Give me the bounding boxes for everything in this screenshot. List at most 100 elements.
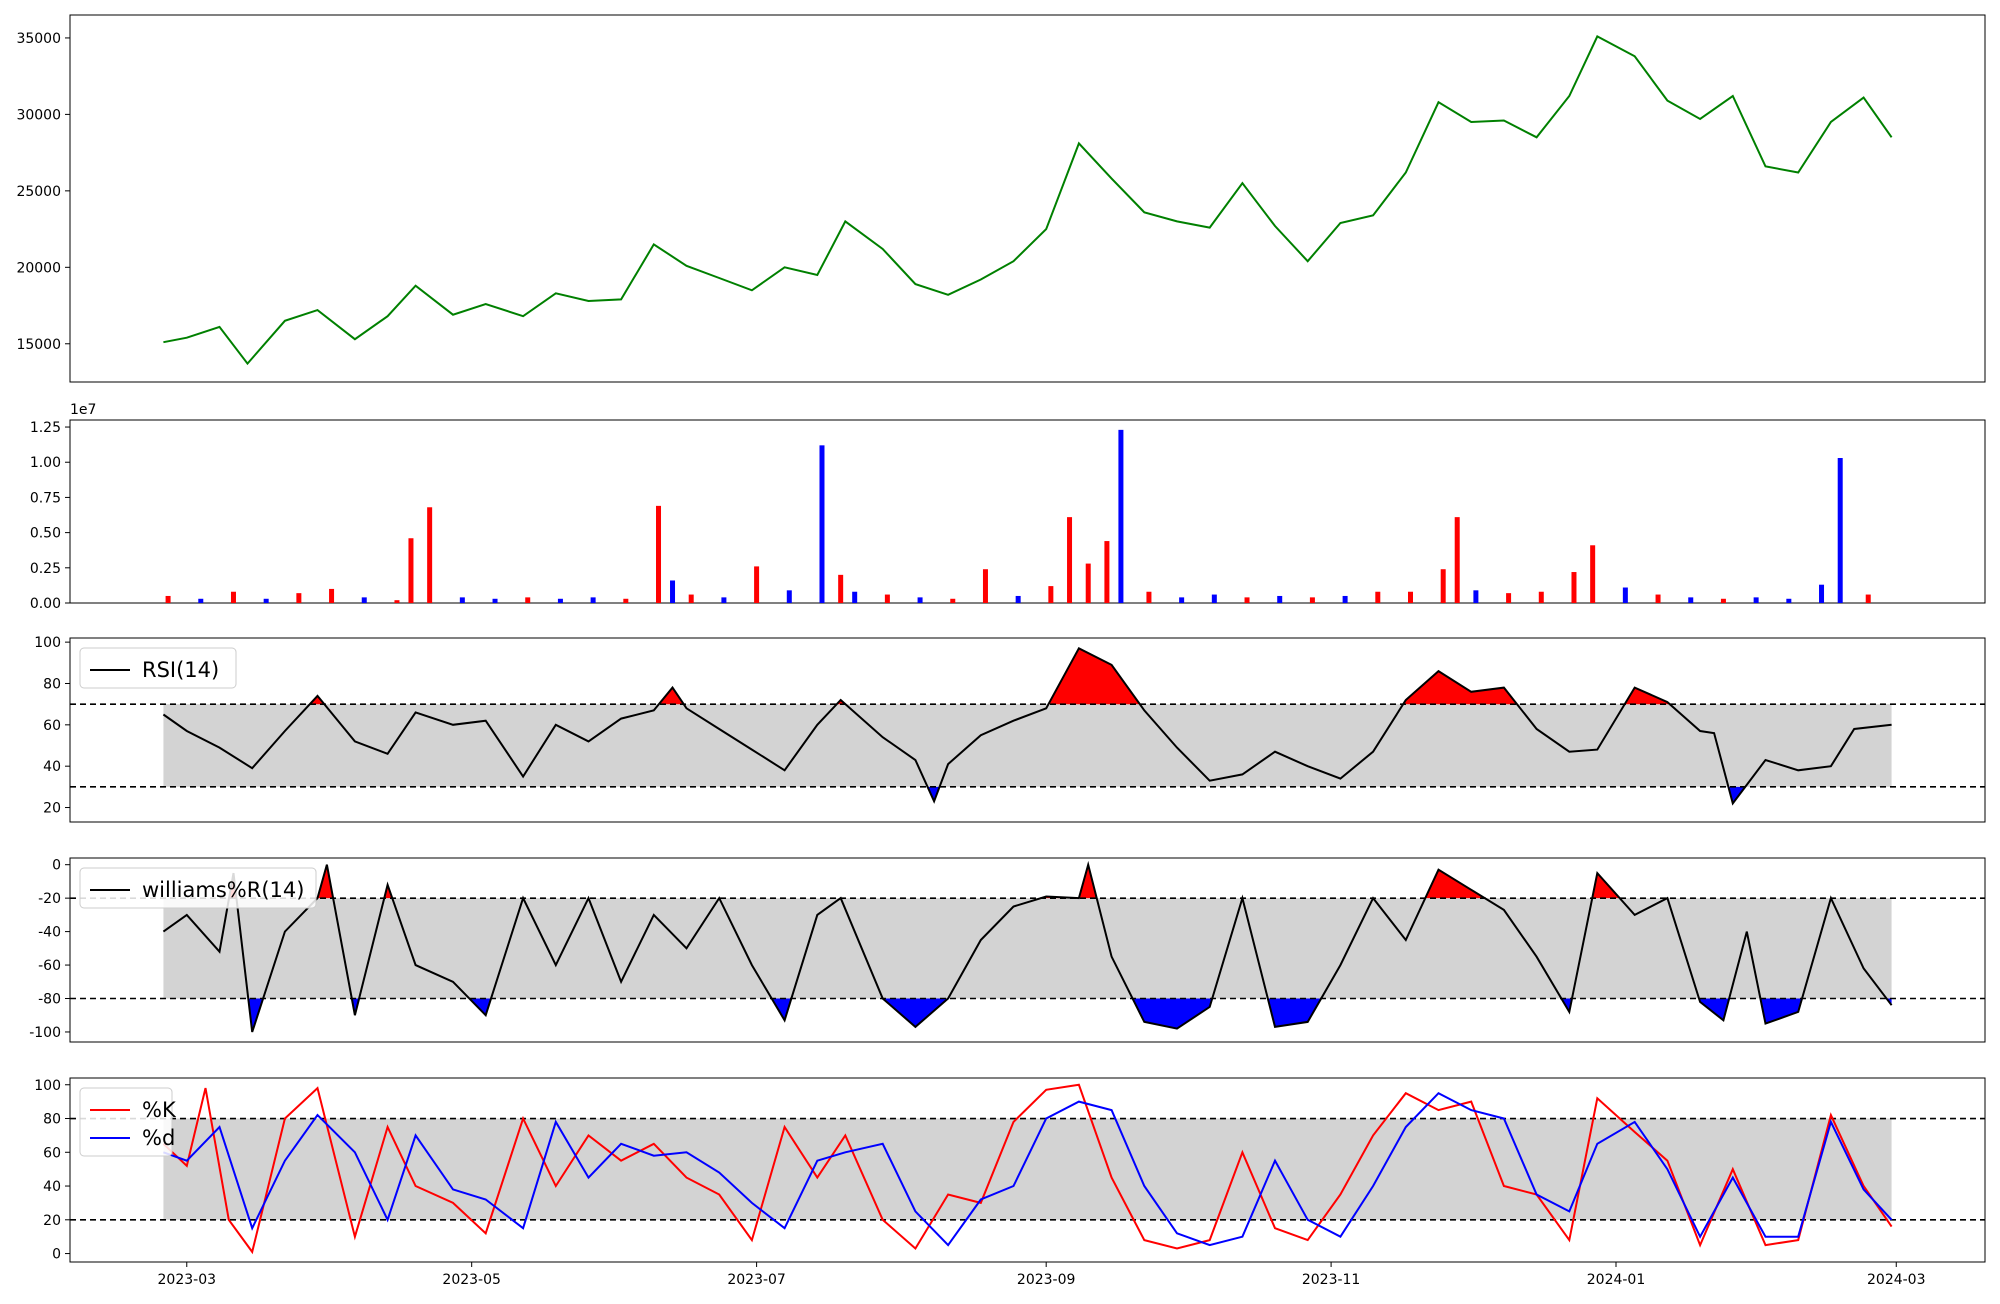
y-tick-label: 40	[43, 759, 61, 775]
y-tick-label: 15000	[16, 337, 61, 353]
y-tick-label: 1.25	[30, 420, 61, 436]
volume-bar	[557, 598, 563, 603]
volume-bar	[525, 597, 531, 603]
volume-bar	[296, 593, 302, 603]
volume-bar	[198, 598, 204, 603]
percent-k-line	[162, 1083, 1893, 1255]
volume-bar	[754, 566, 760, 603]
overbought-fill	[658, 687, 684, 705]
volume-bar	[459, 597, 465, 603]
volume-bar	[492, 598, 498, 603]
volume-bar	[884, 594, 890, 603]
volume-bar	[721, 597, 727, 603]
volume-bar	[1211, 594, 1217, 603]
volume-bar	[1067, 517, 1073, 603]
rsi-line	[162, 646, 1892, 806]
legend-label: %d	[142, 1126, 175, 1150]
volume-scale-label: 1e7	[70, 402, 96, 418]
y-tick-label: 60	[43, 718, 61, 734]
oversold-fill	[1699, 998, 1730, 1021]
volume-bar	[838, 574, 844, 603]
y-tick-label: 0.50	[30, 526, 61, 542]
oversold-fill	[927, 786, 940, 802]
y-tick-label: 60	[43, 1145, 61, 1161]
oscillator-panel-frame	[69, 857, 1986, 1043]
oversold-fill	[771, 998, 792, 1021]
oscillator-panel-frame	[69, 1077, 1986, 1263]
legend-box	[79, 867, 317, 909]
volume-bar	[670, 580, 676, 603]
y-tick-label: 35000	[16, 31, 61, 47]
volume-bar	[1440, 569, 1446, 603]
volume-bar	[1048, 586, 1054, 603]
overbought-fill	[1048, 648, 1140, 705]
y-tick-label: -80	[38, 992, 61, 1008]
y-tick-label: -40	[38, 925, 61, 941]
overbought-fill	[1403, 671, 1517, 705]
oversold-fill	[1760, 998, 1802, 1024]
volume-bar	[1244, 597, 1250, 603]
x-tick-label: 2023-03	[158, 1272, 217, 1288]
volume-bar	[408, 538, 414, 603]
volume-bar	[361, 597, 367, 603]
y-tick-label: 0.00	[30, 596, 61, 612]
volume-bar	[1375, 591, 1381, 603]
volume-bar	[165, 595, 171, 603]
y-tick-label: 80	[43, 1112, 61, 1128]
volume-bar	[1538, 591, 1544, 603]
volume-bar	[1786, 598, 1792, 603]
volume-bar	[1655, 594, 1661, 603]
volume-bar	[786, 590, 792, 603]
y-tick-label: 40	[43, 1179, 61, 1195]
volume-bar	[917, 597, 923, 603]
volume-bar	[230, 591, 236, 603]
volume-bar	[819, 445, 825, 603]
volume-bar	[1408, 591, 1413, 603]
legend-box	[79, 647, 237, 689]
volume-bar	[1571, 572, 1577, 603]
volume-bar	[1753, 597, 1759, 603]
volume-bar	[1118, 429, 1124, 603]
y-tick-label: -100	[29, 1025, 61, 1041]
legend-label: RSI(14)	[142, 658, 219, 682]
y-tick-label: 100	[34, 635, 61, 651]
neutral-band	[163, 1118, 1892, 1220]
legend-label: %K	[142, 1098, 177, 1122]
overbought-fill	[1624, 687, 1670, 705]
volume-bar	[1473, 590, 1479, 603]
legend-label: williams%R(14)	[142, 878, 304, 902]
oscillator-panel-frame	[69, 637, 1986, 823]
y-tick-label: 0.25	[30, 561, 61, 577]
volume-bar	[1309, 597, 1315, 603]
y-tick-label: 100	[34, 1078, 61, 1094]
volume-panel-frame	[69, 419, 1986, 604]
volume-bar	[688, 594, 694, 603]
volume-bar	[623, 598, 629, 603]
y-tick-label: 20	[43, 1213, 61, 1229]
overbought-fill	[1078, 864, 1097, 899]
volume-bar	[1085, 563, 1091, 603]
volume-bar	[1688, 597, 1694, 603]
percent-d-line	[163, 1091, 1893, 1247]
volume-bar	[1622, 587, 1628, 603]
volume-bar	[329, 588, 335, 603]
overbought-fill	[317, 864, 334, 899]
x-tick-label: 2023-11	[1302, 1272, 1361, 1288]
volume-bar	[1342, 595, 1348, 603]
y-tick-label: 30000	[16, 107, 61, 123]
oversold-fill	[1132, 998, 1213, 1029]
volume-bar	[590, 597, 596, 603]
y-tick-label: 0.75	[30, 490, 61, 506]
y-tick-label: 20000	[16, 260, 61, 276]
volume-bar	[1277, 595, 1283, 603]
y-tick-label: -60	[38, 958, 61, 974]
volume-bar	[852, 591, 858, 603]
volume-bar	[1454, 517, 1460, 603]
williams-r-line	[162, 860, 1893, 1033]
y-tick-label: 20	[43, 801, 61, 817]
oversold-fill	[882, 998, 949, 1027]
volume-bar	[1146, 591, 1152, 603]
volume-bar	[1720, 598, 1726, 603]
x-tick-label: 2023-07	[727, 1272, 786, 1288]
